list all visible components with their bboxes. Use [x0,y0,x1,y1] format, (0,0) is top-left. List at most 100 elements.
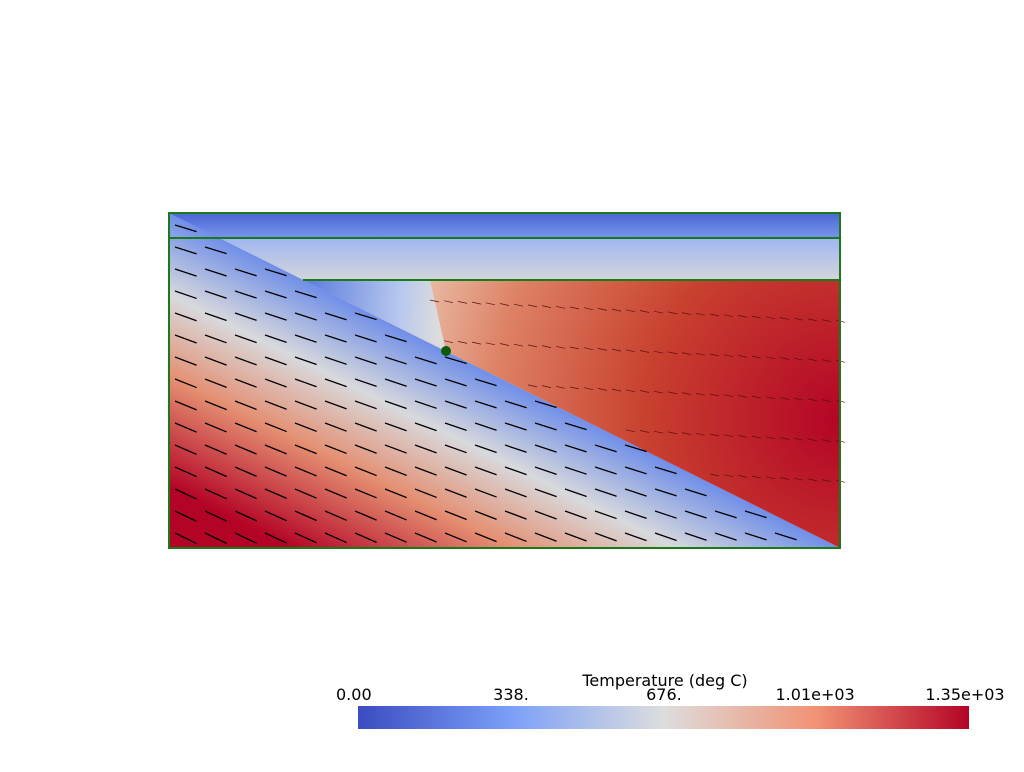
velocity-arrow [821,439,832,442]
velocity-arrow [624,444,647,453]
colorbar-tick-label: 1.01e+03 [776,685,855,704]
velocity-arrow [534,422,557,431]
velocity-arrow [354,400,377,410]
velocity-arrow [723,474,734,478]
velocity-arrow [474,510,497,520]
velocity-arrow [384,488,407,499]
velocity-arrow [807,478,818,482]
velocity-arrow [174,246,197,255]
velocity-arrow [324,400,347,410]
velocity-arrow [534,444,557,453]
velocity-arrow [779,357,790,360]
velocity-arrow [414,466,437,476]
velocity-arrow [709,313,720,317]
velocity-arrow [294,510,317,522]
velocity-arrow [744,510,767,519]
velocity-arrow [564,510,587,520]
velocity-arrow [611,308,622,312]
velocity-arrow [294,466,317,477]
velocity-arrow [174,400,197,411]
velocity-arrow [821,359,832,362]
velocity-arrow [444,378,467,387]
velocity-arrow [294,334,317,343]
velocity-arrow [414,400,437,409]
velocity-arrows [174,224,846,545]
velocity-arrow [667,431,678,435]
velocity-arrow [793,477,804,481]
velocity-arrow [324,334,347,343]
velocity-arrow [594,444,617,453]
velocity-arrow [583,387,594,391]
velocity-arrow [174,290,197,300]
velocity-arrow [684,488,707,497]
velocity-arrow [414,378,437,387]
velocity-arrow [654,532,677,542]
velocity-arrow [474,444,497,454]
velocity-arrow [324,466,347,477]
velocity-arrow [751,475,762,479]
velocity-arrow [474,378,497,387]
velocity-arrow [174,488,197,500]
velocity-arrow [779,397,790,400]
velocity-arrow [444,466,467,476]
velocity-arrow [204,488,227,500]
velocity-arrow [639,390,650,393]
colorbar-title: Temperature (deg C) [581,671,747,690]
velocity-arrow [684,510,707,519]
velocity-arrow [264,444,287,455]
velocity-arrow [737,355,748,358]
velocity-arrow [264,290,287,299]
velocity-arrow [504,466,527,476]
velocity-arrow [264,378,287,388]
colorbar-tick-label: 0.00 [336,685,372,704]
velocity-arrow [324,312,347,321]
velocity-arrow [444,444,467,454]
velocity-arrow [583,347,594,351]
velocity-arrow [174,444,197,456]
velocity-arrow [174,334,197,344]
velocity-arrow [354,532,377,543]
velocity-arrow [709,433,720,437]
velocity-arrow [354,356,377,365]
velocity-arrow [264,466,287,477]
velocity-arrow [527,304,538,308]
velocity-arrow [513,303,524,307]
velocity-arrow [555,305,566,309]
velocity-arrow [354,444,377,454]
velocity-arrow [667,351,678,355]
velocity-arrow [499,303,510,306]
velocity-arrow [234,268,257,277]
velocity-arrow [471,301,482,305]
velocity-arrow [625,429,636,433]
velocity-arrow [384,422,407,432]
velocity-arrow [444,356,467,365]
velocity-arrow [384,356,407,365]
velocity-arrow [414,532,437,543]
slab-region [169,213,840,548]
velocity-arrow [234,444,257,455]
colorbar-tick-label: 338. [493,685,529,704]
velocity-arrow [354,488,377,499]
velocity-arrow [499,343,510,346]
velocity-arrow [324,510,347,521]
velocity-arrow [485,302,496,306]
velocity-arrow [765,316,776,320]
velocity-arrow [684,532,707,541]
velocity-arrow [751,395,762,399]
velocity-arrow [667,391,678,395]
velocity-arrow [793,397,804,401]
velocity-arrow [204,246,227,255]
velocity-arrow [504,488,527,498]
velocity-arrow [695,352,706,356]
velocity-arrow [324,378,347,388]
velocity-arrow [714,510,737,519]
velocity-arrow [471,341,482,345]
velocity-arrow [444,400,467,409]
velocity-arrow [414,488,437,499]
velocity-arrow [611,388,622,392]
velocity-arrow [324,444,347,455]
velocity-arrow [264,510,287,522]
velocity-arrow [234,532,257,544]
velocity-arrow [779,437,790,440]
